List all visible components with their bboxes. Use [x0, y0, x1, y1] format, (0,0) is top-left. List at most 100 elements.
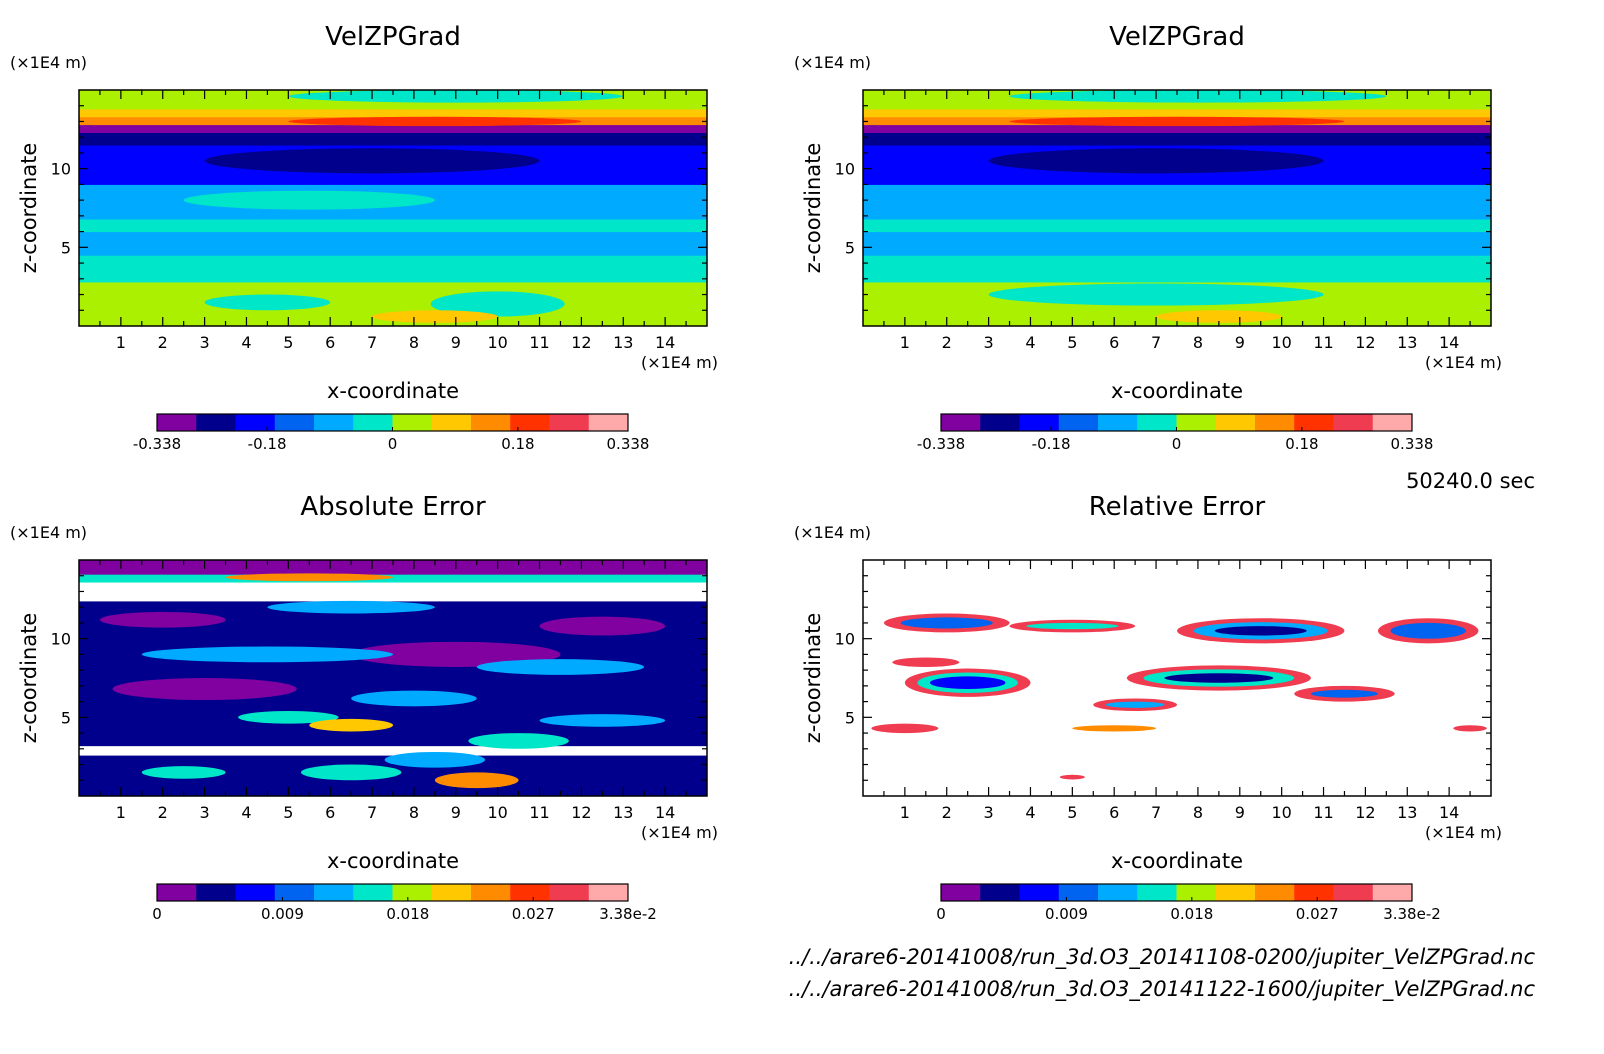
- contour-band: [79, 574, 707, 583]
- x-tick-label: 9: [1235, 803, 1245, 822]
- colorbar: 0 0.009 0.018 0.027 3.38e-2: [152, 883, 657, 923]
- x-tick-label: 7: [1151, 333, 1161, 352]
- colorbar-swatch: [353, 884, 393, 901]
- colorbar-swatch: [1176, 884, 1217, 901]
- x-tick-label: 6: [325, 803, 335, 822]
- contour-blob: [539, 714, 666, 727]
- colorbar-swatch: [1215, 414, 1256, 431]
- contour-blob: [225, 573, 393, 582]
- colorbar-frame: [940, 883, 1413, 902]
- colorbar-label: 0: [388, 435, 398, 453]
- x-tick-label: 6: [1109, 333, 1119, 352]
- y-tick-label: 5: [845, 708, 855, 727]
- colorbar-swatch: [196, 884, 236, 901]
- x-tick-label: 5: [283, 333, 293, 352]
- colorbar-label: 0: [152, 905, 162, 923]
- colorbar-swatch: [549, 884, 590, 901]
- colorbar-swatch: [157, 414, 197, 431]
- x-tick-label: 12: [1355, 333, 1375, 352]
- chart-title: Relative Error: [1089, 492, 1266, 522]
- x-tick-label: 4: [1025, 333, 1035, 352]
- colorbar-swatch: [157, 884, 197, 901]
- x-tick-label: 5: [1067, 803, 1077, 822]
- x-tick-label: 8: [409, 803, 419, 822]
- x-tick-label: 8: [409, 333, 419, 352]
- x-tick-label: 7: [1151, 803, 1161, 822]
- colorbar: 0 0.009 0.018 0.027 3.38e-2: [936, 883, 1441, 923]
- contour-band: [79, 560, 707, 575]
- contour-band: [79, 255, 707, 283]
- y-tick-label: 10: [835, 630, 855, 649]
- contour-band: [79, 582, 707, 602]
- x-tick-label: 9: [451, 803, 461, 822]
- colorbar-label: 0: [1172, 435, 1182, 453]
- x-tick-label: 11: [529, 333, 549, 352]
- colorbar-swatch: [549, 414, 590, 431]
- colorbar-swatch: [392, 414, 433, 431]
- colorbar-swatch: [941, 884, 981, 901]
- x-tick-label: 4: [241, 333, 251, 352]
- x-axis-label: x-coordinate: [1111, 379, 1243, 403]
- panel-velzpgrad-right: VelZPGrad(×1E4 m)1 2 3 4 5 6 7 8 9 10 11 12 13 14510(…: [794, 22, 1502, 453]
- contour-band: [863, 132, 1491, 146]
- contour-blob: [900, 617, 993, 629]
- contour-blob: [112, 678, 297, 701]
- colorbar-swatch: [1019, 414, 1060, 431]
- x-tick-label: 2: [158, 333, 168, 352]
- colorbar-swatch: [1372, 414, 1413, 431]
- contour-blob: [1156, 310, 1282, 323]
- contour-band: [79, 219, 707, 233]
- contour-blob: [539, 616, 666, 636]
- contour-blob: [267, 600, 435, 614]
- colorbar-swatch: [235, 884, 276, 901]
- contour-blob: [1310, 689, 1378, 698]
- colorbar-swatch: [431, 414, 472, 431]
- contour-band: [79, 132, 707, 146]
- x-tick-label: 14: [1439, 803, 1459, 822]
- x-tick-label: 14: [655, 333, 675, 352]
- contour-band: [863, 231, 1491, 256]
- colorbar-swatch: [1019, 884, 1060, 901]
- colorbar-label: -0.338: [917, 435, 965, 453]
- contour-blob: [1214, 626, 1307, 636]
- x-tick-label: 7: [367, 333, 377, 352]
- y-tick-label: 5: [61, 238, 71, 257]
- y-unit-label: (×1E4 m): [10, 53, 87, 72]
- x-unit-label: (×1E4 m): [1425, 353, 1502, 372]
- y-unit-label: (×1E4 m): [794, 523, 871, 542]
- x-tick-label: 4: [1025, 803, 1035, 822]
- y-axis-label: z-coordinate: [17, 613, 41, 744]
- colorbar-swatch: [471, 414, 511, 431]
- contour-blob: [309, 718, 393, 732]
- colorbar-swatch: [980, 414, 1020, 431]
- contour-blob: [988, 283, 1324, 306]
- contour-field: [863, 90, 1491, 326]
- contour-band: [863, 255, 1491, 283]
- colorbar-label: -0.338: [133, 435, 181, 453]
- x-tick-label: 3: [984, 803, 994, 822]
- contour-blob: [1164, 673, 1274, 683]
- colorbar-swatch: [314, 884, 354, 901]
- x-tick-label: 11: [1313, 333, 1333, 352]
- x-axis-label: x-coordinate: [1111, 849, 1243, 873]
- x-tick-label: 6: [1109, 803, 1119, 822]
- chart-title: VelZPGrad: [1109, 22, 1245, 52]
- contour-blob: [1105, 701, 1165, 708]
- contour-blob: [204, 294, 331, 311]
- colorbar-label: 0.027: [512, 905, 555, 923]
- colorbar-label: 0.338: [1391, 435, 1434, 453]
- contour-band: [79, 745, 707, 756]
- x-tick-label: 3: [200, 803, 210, 822]
- x-tick-label: 1: [900, 333, 910, 352]
- y-tick-label: 5: [61, 708, 71, 727]
- contour-blob: [892, 657, 960, 667]
- x-tick-label: 11: [529, 803, 549, 822]
- contour-blob: [929, 676, 1006, 690]
- x-unit-label: (×1E4 m): [1425, 823, 1502, 842]
- contour-field: [79, 560, 707, 796]
- x-tick-label: 13: [1397, 803, 1417, 822]
- x-tick-label: 12: [1355, 803, 1375, 822]
- x-tick-label: 10: [487, 333, 507, 352]
- colorbar-swatch: [1137, 414, 1177, 431]
